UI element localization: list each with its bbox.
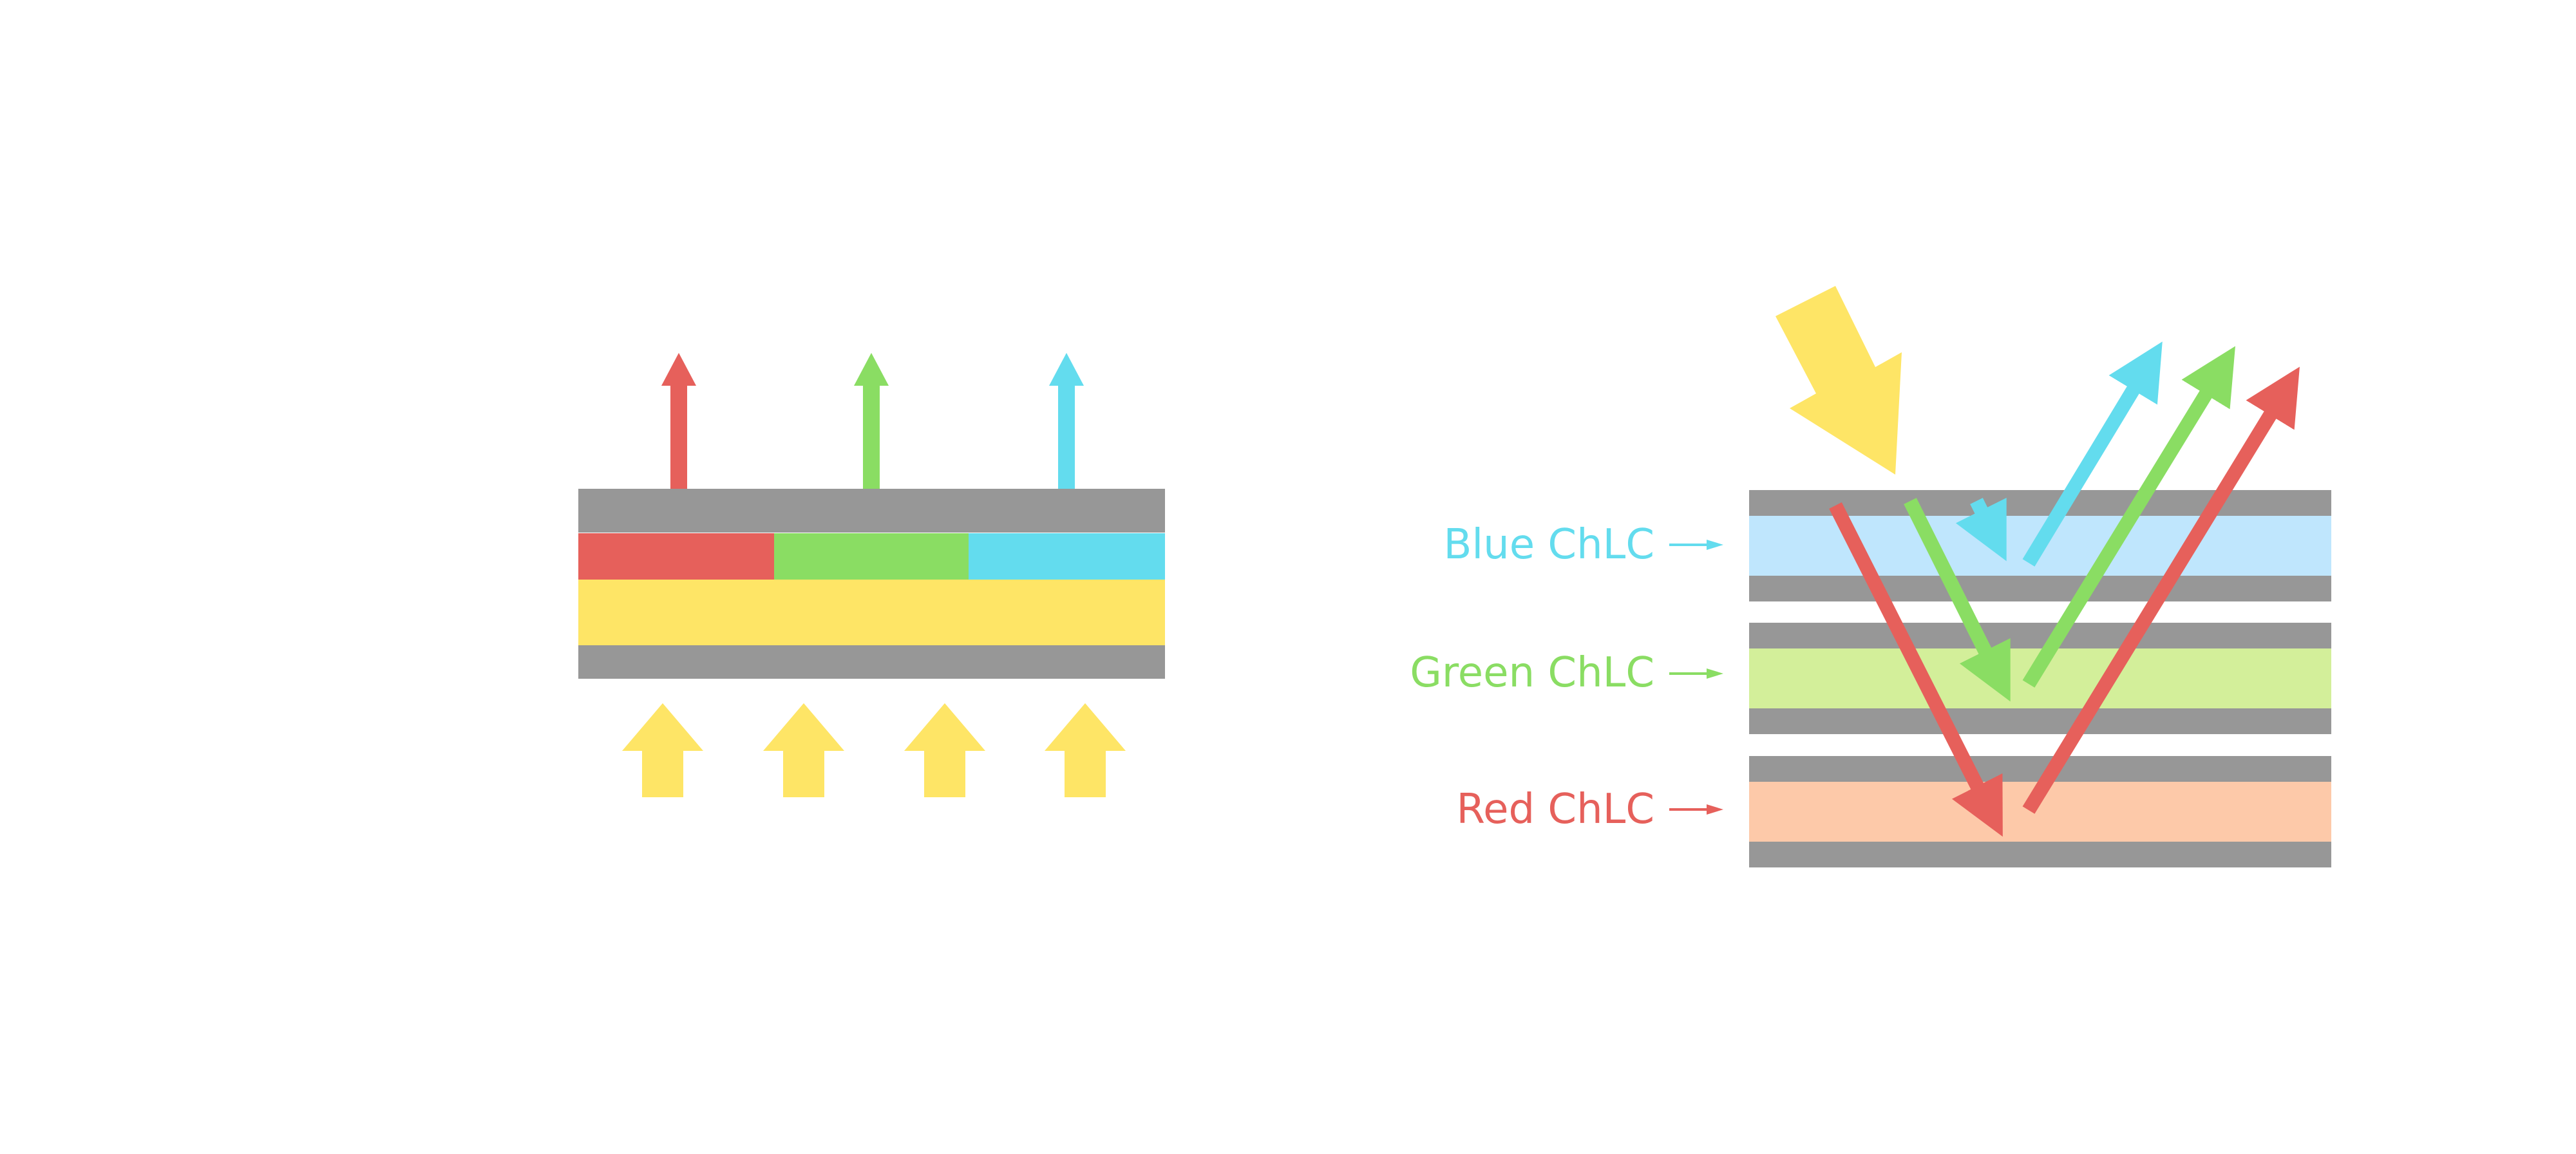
blue-reflected-ray	[2022, 341, 2163, 567]
emitted-blue-arrow	[1049, 353, 1084, 497]
incident-light-arrow	[1776, 286, 1902, 475]
backlight-arrows	[622, 703, 1126, 797]
blue-filter-segment	[969, 533, 1165, 580]
bottom-gray-layer	[578, 645, 1165, 679]
green-label-pointer-arrow	[1669, 668, 1723, 679]
blue-label-pointer-arrow	[1669, 540, 1723, 550]
red-chlc-stack	[1749, 756, 2331, 867]
emitted-red-arrow	[661, 353, 696, 497]
green-filter-segment	[774, 533, 969, 580]
backlight-arrow	[904, 703, 985, 797]
red-chlc-label: Red ChLC	[1456, 786, 1654, 833]
green-reflected-ray	[2022, 346, 2235, 688]
red-label-pointer-arrow	[1669, 804, 1723, 815]
red-incident-ray	[1829, 502, 2003, 837]
right-panel-chlc-stack: Blue ChLC Green ChLC Red ChLC	[1410, 286, 2331, 867]
backlight-arrow	[1045, 703, 1126, 797]
backlight-arrow	[763, 703, 844, 797]
left-panel-emissive-stack	[578, 353, 1165, 797]
blue-chlc-label: Blue ChLC	[1443, 521, 1654, 569]
green-incident-ray	[1904, 498, 2011, 702]
backlight-arrow	[622, 703, 703, 797]
red-filter-segment	[578, 533, 774, 580]
red-reflected-ray	[2022, 366, 2300, 814]
emitted-green-arrow	[854, 353, 889, 497]
yellow-backlight-layer	[578, 580, 1165, 645]
green-chlc-label: Green ChLC	[1410, 649, 1654, 697]
blue-incident-ray	[1955, 497, 2007, 562]
top-gray-layer	[578, 489, 1165, 533]
